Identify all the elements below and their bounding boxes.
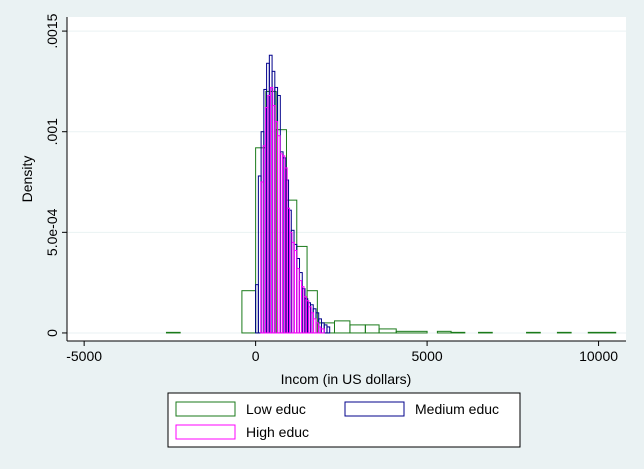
- histogram-bars: [165, 54, 617, 334]
- y-tick-label: .001: [44, 118, 60, 145]
- legend-swatch-medium-educ: [344, 401, 405, 417]
- low-educ-bar: [478, 331, 493, 334]
- x-tick-label: 0: [252, 348, 260, 364]
- legend-label-medium-educ: Medium educ: [415, 401, 499, 417]
- medium-educ-bar: [326, 326, 331, 334]
- x-axis-title: Incom (in US dollars): [281, 371, 412, 387]
- y-axis-title: Density: [19, 156, 35, 203]
- legend-label-high-educ: High educ: [246, 424, 309, 440]
- low-educ-bar: [556, 331, 572, 334]
- low-educ-bar: [450, 331, 466, 334]
- plot-background: [67, 17, 626, 341]
- x-tick-label: 10000: [579, 348, 618, 364]
- low-educ-bar: [165, 331, 181, 334]
- low-educ-bar: [526, 331, 541, 334]
- y-tick-label: 0: [44, 329, 60, 337]
- y-tick-label: .0015: [44, 13, 60, 48]
- legend-label-low-educ: Low educ: [246, 401, 306, 417]
- low-educ-bar: [587, 331, 617, 334]
- legend: Low educ Medium educ High educ: [167, 392, 521, 448]
- y-axis-ticks: 0 5.0e-04 .001 .0015: [44, 13, 67, 337]
- x-tick-label: 5000: [412, 348, 443, 364]
- x-tick-label: -5000: [66, 348, 102, 364]
- y-tick-label: 5.0e-04: [44, 208, 60, 256]
- x-axis-ticks: -5000 0 5000 10000: [66, 341, 618, 364]
- legend-swatch-high-educ: [175, 424, 236, 440]
- high-educ-bar: [320, 328, 325, 334]
- legend-swatch-low-educ: [175, 401, 236, 417]
- low-educ-bar: [395, 330, 428, 334]
